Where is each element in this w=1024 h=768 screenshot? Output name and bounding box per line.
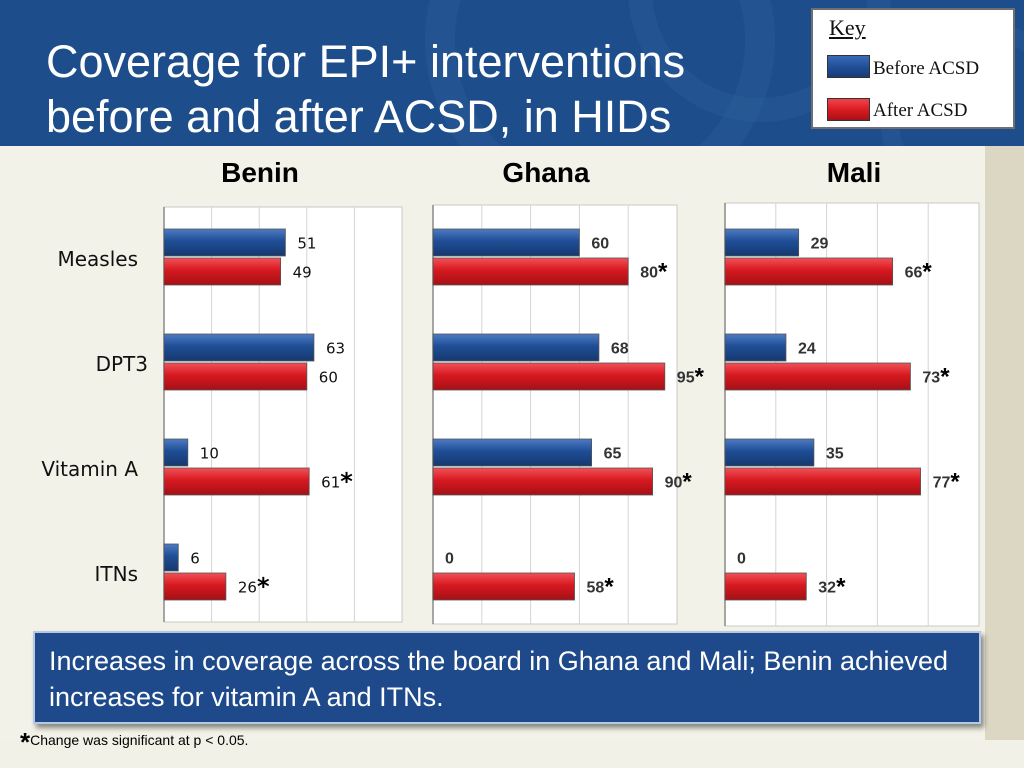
legend-swatch-after — [827, 98, 870, 121]
bar-ghana-after-1 — [432, 362, 666, 391]
bar-mali-after-1 — [724, 362, 911, 391]
data-label-ghana-before-2: 65 — [604, 446, 622, 463]
footnote-star: * — [20, 727, 31, 757]
bar-benin-after-3 — [163, 572, 227, 601]
data-label-mali-before-3: 0 — [737, 551, 746, 568]
chart-title-benin: Benin — [221, 157, 299, 188]
significance-star: * — [922, 259, 932, 286]
chart-title-mali: Mali — [826, 157, 882, 188]
row-label-measles: Measles — [57, 247, 138, 271]
data-label-mali-before-1: 24 — [798, 341, 816, 358]
data-label-benin-after-1: 60 — [319, 369, 338, 387]
legend: Key Before ACSD After ACSD — [811, 8, 1015, 129]
data-label-benin-before-0: 51 — [297, 235, 316, 253]
data-label-benin-before-2: 10 — [200, 445, 219, 463]
bar-ghana-after-3 — [432, 572, 575, 601]
slide-title: Coverage for EPI+ interventions before a… — [46, 36, 686, 142]
bar-mali-before-1 — [724, 333, 787, 362]
bar-mali-before-0 — [724, 228, 800, 257]
footnote: *Change was significant at p < 0.05. — [20, 727, 248, 758]
data-label-ghana-before-1: 68 — [611, 341, 629, 358]
significance-star: * — [940, 364, 950, 391]
bar-ghana-before-2 — [432, 438, 593, 467]
data-label-benin-after-0: 49 — [293, 264, 312, 282]
significance-star: * — [658, 259, 668, 286]
data-label-benin-after-2: 61* — [321, 468, 353, 496]
summary-callout: Increases in coverage across the board i… — [33, 631, 981, 724]
data-label-mali-before-2: 35 — [826, 446, 844, 463]
legend-label-before: Before ACSD — [873, 58, 980, 79]
data-label-benin-before-3: 6 — [190, 550, 200, 568]
significance-star: * — [257, 573, 270, 601]
data-label-ghana-before-0: 60 — [591, 236, 609, 253]
significance-star: * — [836, 574, 846, 601]
data-label-mali-before-0: 29 — [811, 236, 829, 253]
bar-benin-after-1 — [163, 362, 308, 391]
title-banner: Coverage for EPI+ interventions before a… — [0, 0, 1024, 146]
bar-mali-after-3 — [724, 572, 807, 601]
bar-ghana-before-0 — [432, 228, 580, 257]
footnote-text: Change was significant at p < 0.05. — [30, 732, 249, 748]
bar-mali-before-2 — [724, 438, 815, 467]
data-label-ghana-before-3: 0 — [445, 551, 454, 568]
decorative-side-stripe — [985, 146, 1024, 740]
data-label-ghana-after-1: 95* — [677, 364, 705, 391]
significance-star: * — [340, 468, 353, 496]
bar-mali-after-0 — [724, 257, 894, 286]
bar-ghana-after-0 — [432, 257, 629, 286]
bar-mali-after-2 — [724, 467, 921, 496]
significance-star: * — [950, 469, 960, 496]
chart-title-ghana: Ghana — [502, 157, 590, 188]
significance-star: * — [695, 364, 705, 391]
bar-benin-after-2 — [163, 467, 310, 496]
row-label-dpt3: DPT3 — [95, 352, 148, 376]
legend-title: Key — [829, 15, 866, 40]
bar-benin-before-3 — [163, 543, 179, 572]
bar-ghana-after-2 — [432, 467, 654, 496]
legend-label-after: After ACSD — [873, 100, 968, 121]
bar-benin-before-2 — [163, 438, 189, 467]
data-label-benin-before-1: 63 — [326, 340, 345, 358]
row-label-vitamin-a: Vitamin A — [41, 457, 138, 481]
bar-ghana-before-1 — [432, 333, 600, 362]
significance-star: * — [604, 574, 614, 601]
row-label-itns: ITNs — [94, 562, 139, 586]
bar-benin-before-1 — [163, 333, 315, 362]
significance-star: * — [682, 469, 692, 496]
legend-swatch-before — [827, 55, 870, 78]
bar-benin-after-0 — [163, 257, 282, 286]
bar-benin-before-0 — [163, 228, 286, 257]
